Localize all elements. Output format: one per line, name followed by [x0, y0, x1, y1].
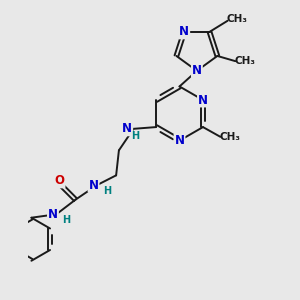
Text: H: H: [103, 186, 111, 196]
Text: N: N: [175, 134, 184, 147]
Text: N: N: [192, 64, 202, 77]
Text: N: N: [122, 122, 132, 135]
Text: CH₃: CH₃: [220, 132, 241, 142]
Text: N: N: [198, 94, 208, 106]
Text: H: H: [62, 215, 70, 226]
Text: CH₃: CH₃: [235, 56, 256, 66]
Text: CH₃: CH₃: [227, 14, 248, 24]
Text: N: N: [88, 178, 99, 192]
Text: N: N: [48, 208, 58, 221]
Text: N: N: [179, 26, 189, 38]
Text: H: H: [131, 131, 139, 142]
Text: O: O: [55, 174, 64, 188]
